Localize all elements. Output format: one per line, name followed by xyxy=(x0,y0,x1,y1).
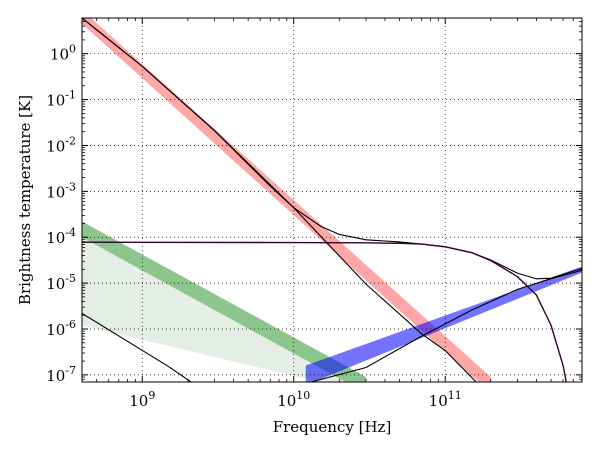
x-tick-label-1: 1010 xyxy=(277,389,310,410)
y-axis-label: Brightness temperature [K] xyxy=(16,95,34,305)
y-tick-label-7: 10-7 xyxy=(46,364,76,385)
y-tick-label-5: 10-5 xyxy=(46,272,76,293)
x-axis-label: Frequency [Hz] xyxy=(273,418,392,436)
series-line-2 xyxy=(82,312,192,382)
y-tick-label-2: 10-2 xyxy=(46,134,76,155)
y-tick-label-4: 10-4 xyxy=(46,226,76,247)
lines-layer xyxy=(82,18,582,382)
series-line-3 xyxy=(82,18,477,382)
grid-layer xyxy=(82,18,582,382)
ticks-layer: 109 1010 1011 100 10-1 10-2 10-3 10-4 10-5 10-6 10… xyxy=(46,17,583,410)
y-tick-label-1: 10-1 xyxy=(46,89,76,110)
plot-background xyxy=(82,18,582,382)
band-2 xyxy=(82,237,346,382)
band-1 xyxy=(82,221,367,382)
series-line-1 xyxy=(82,241,567,382)
series-line-4 xyxy=(310,269,582,382)
x-tick-label-2: 1011 xyxy=(429,389,462,410)
plot-frame xyxy=(81,17,583,383)
y-tick-label-6: 10-6 xyxy=(46,318,76,339)
y-tick-label-3: 10-3 xyxy=(46,180,76,201)
x-tick-label-0: 109 xyxy=(129,389,155,410)
y-tick-label-0: 100 xyxy=(50,43,76,64)
